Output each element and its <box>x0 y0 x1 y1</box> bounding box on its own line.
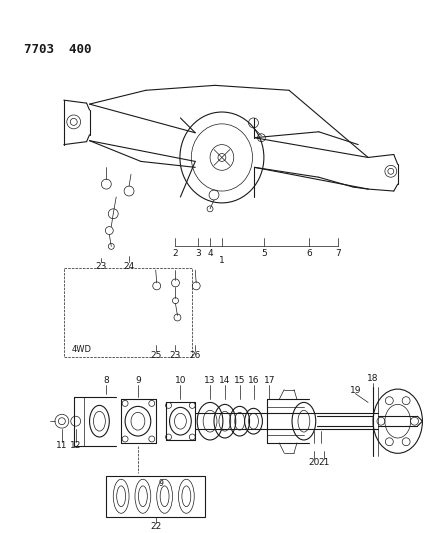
Text: 6: 6 <box>306 249 312 258</box>
Text: 19: 19 <box>350 386 361 395</box>
Text: 4: 4 <box>207 249 213 258</box>
Text: 4WD: 4WD <box>71 345 92 353</box>
Text: 10: 10 <box>175 376 186 385</box>
Text: 3: 3 <box>195 249 201 258</box>
Text: 16: 16 <box>248 376 259 385</box>
Text: 21: 21 <box>318 458 329 467</box>
Text: 22: 22 <box>150 522 161 531</box>
Text: 24: 24 <box>123 262 135 271</box>
Bar <box>106 475 205 517</box>
Text: 9: 9 <box>135 376 141 385</box>
Text: 1: 1 <box>219 256 225 265</box>
Text: 7: 7 <box>336 249 342 258</box>
Text: 15: 15 <box>234 376 245 385</box>
Text: 11: 11 <box>56 441 68 450</box>
Text: 23: 23 <box>96 262 107 271</box>
Text: 18: 18 <box>367 374 379 383</box>
Bar <box>64 268 192 357</box>
Text: 5: 5 <box>262 249 267 258</box>
Text: 20: 20 <box>308 458 319 467</box>
Text: 14: 14 <box>219 376 231 385</box>
Text: 9: 9 <box>158 479 163 488</box>
Text: 2: 2 <box>172 249 178 258</box>
Text: 23: 23 <box>170 351 181 360</box>
Text: 7703  400: 7703 400 <box>24 43 92 56</box>
Text: 17: 17 <box>264 376 275 385</box>
Text: 26: 26 <box>190 351 201 360</box>
Text: 12: 12 <box>70 441 81 450</box>
Text: 13: 13 <box>204 376 216 385</box>
Text: 8: 8 <box>104 376 109 385</box>
Text: 25: 25 <box>150 351 161 360</box>
